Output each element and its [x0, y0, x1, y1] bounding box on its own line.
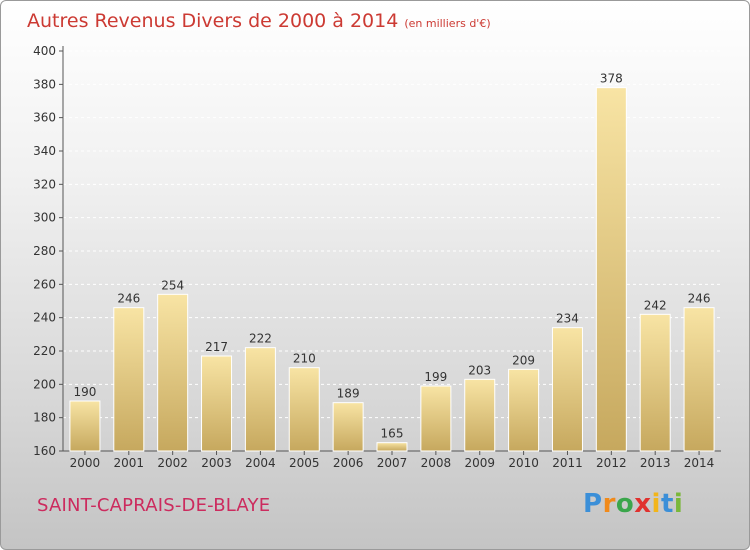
x-tick-label: 2001 — [114, 456, 145, 470]
x-tick-label: 2013 — [640, 456, 671, 470]
bar-value-label: 199 — [424, 370, 447, 384]
y-tick-label: 240 — [33, 311, 56, 325]
y-tick-label: 260 — [33, 277, 56, 291]
x-tick-label: 2011 — [552, 456, 583, 470]
y-tick-label: 360 — [33, 111, 56, 125]
x-tick-label: 2009 — [464, 456, 495, 470]
bar — [157, 293, 189, 452]
logo-letter: P — [583, 489, 603, 519]
logo-letter: i — [673, 489, 684, 519]
logo-letter: x — [634, 489, 652, 519]
bar — [464, 378, 496, 452]
bar-value-label: 217 — [205, 340, 228, 354]
bar-value-label: 189 — [337, 387, 360, 401]
y-tick-label: 400 — [33, 44, 56, 58]
bar — [288, 367, 320, 452]
logo-letter: r — [602, 489, 616, 519]
bar-value-label: 210 — [293, 352, 316, 366]
bar-value-label: 165 — [381, 427, 404, 441]
y-tick-label: 340 — [33, 144, 56, 158]
x-tick-label: 2006 — [333, 456, 364, 470]
chart-unit: (en milliers d'€) — [404, 17, 491, 30]
x-tick-label: 2014 — [684, 456, 715, 470]
x-tick-label: 2002 — [157, 456, 188, 470]
chart-title: Autres Revenus Divers de 2000 à 2014 (en … — [27, 10, 491, 32]
x-tick-label: 2000 — [70, 456, 101, 470]
x-tick-label: 2004 — [245, 456, 276, 470]
bar — [332, 402, 364, 452]
bar-value-label: 246 — [117, 292, 140, 306]
bar-value-label: 246 — [688, 292, 711, 306]
x-tick-label: 2010 — [508, 456, 539, 470]
bar — [113, 307, 145, 452]
bar — [683, 307, 715, 452]
bar-value-label: 203 — [468, 363, 491, 377]
bar — [595, 87, 627, 452]
y-axis: 160 180 200 220 240 260 280 300 320 340 360 380 400 — [33, 44, 721, 458]
bar — [376, 442, 408, 452]
bar-value-label: 378 — [600, 72, 623, 86]
x-axis: 2000 2001 2002 2003 2004 2005 2006 2007 2008 2009… — [70, 451, 715, 470]
y-tick-label: 300 — [33, 211, 56, 225]
bar — [639, 313, 671, 452]
x-tick-label: 2008 — [421, 456, 452, 470]
y-tick-label: 380 — [33, 77, 56, 91]
bar-value-label: 222 — [249, 332, 272, 346]
bar-value-label: 254 — [161, 278, 184, 292]
bar — [551, 327, 583, 452]
bar — [420, 385, 452, 452]
y-tick-label: 180 — [33, 411, 56, 425]
bar-layer: 190 246 254 217 222 210 189 165 199 203 209 234 378 2… — [69, 72, 715, 452]
y-tick-label: 280 — [33, 244, 56, 258]
bar-value-label: 234 — [556, 312, 579, 326]
bar-value-label: 242 — [644, 298, 667, 312]
bar-value-label: 209 — [512, 353, 535, 367]
bar — [244, 347, 276, 452]
logo-letter: t — [660, 489, 674, 519]
town-name: SAINT-CAPRAIS-DE-BLAYE — [37, 495, 271, 516]
proxiti-logo: Proxiti — [583, 489, 683, 519]
chart-title-main: Autres Revenus Divers de 2000 à 2014 — [27, 10, 399, 32]
x-tick-label: 2003 — [201, 456, 232, 470]
logo-letter: i — [651, 489, 661, 519]
bar — [69, 400, 101, 452]
y-tick-label: 320 — [33, 177, 56, 191]
logo-letter: o — [615, 489, 635, 519]
x-tick-label: 2007 — [377, 456, 408, 470]
y-tick-label: 200 — [33, 377, 56, 391]
x-tick-label: 2005 — [289, 456, 320, 470]
x-tick-label: 2012 — [596, 456, 627, 470]
bar-value-label: 190 — [73, 385, 96, 399]
bar — [508, 368, 540, 452]
y-tick-label: 220 — [33, 344, 56, 358]
bar — [201, 355, 233, 452]
y-tick-label: 160 — [33, 444, 56, 458]
